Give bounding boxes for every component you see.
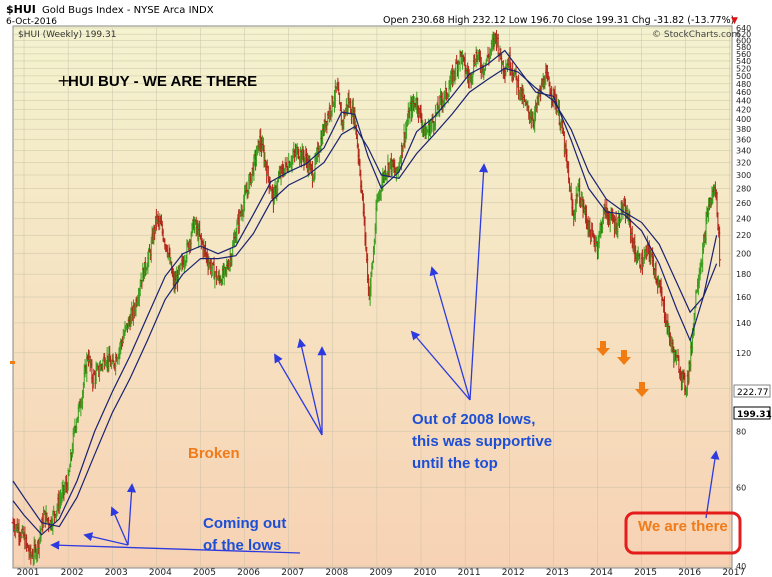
y-tick-label: 440 <box>736 97 751 106</box>
y-tick-label: 420 <box>736 106 751 115</box>
x-tick-label: 2010 <box>414 568 437 577</box>
arrow <box>274 353 323 436</box>
x-tick-label: 2008 <box>325 568 348 577</box>
price-tag-upper: 222.77 <box>733 384 771 398</box>
broken-label: Broken <box>188 445 240 462</box>
y-tick-label: 460 <box>736 88 751 97</box>
x-tick-label: 2009 <box>369 568 392 577</box>
y-tick-label: 320 <box>736 159 751 168</box>
annotation-arrows <box>50 163 720 554</box>
svg-text:199.31: 199.31 <box>737 410 772 420</box>
x-tick-label: 2015 <box>634 568 657 577</box>
price-bar <box>718 226 722 267</box>
coming-out-label-line1: Coming out <box>203 515 286 532</box>
down-arrow-icon <box>617 350 631 365</box>
arrow <box>50 540 301 554</box>
y-tick-label: 60 <box>736 483 746 492</box>
coming-out-label-line2: of the lows <box>203 537 281 554</box>
y-axis: 4060801001201401601802002202402602803003… <box>736 24 751 571</box>
y-tick-label: 260 <box>736 199 751 208</box>
x-tick-label: 2017 <box>722 568 745 577</box>
left-edge-tick <box>10 361 15 364</box>
arrow <box>110 506 129 546</box>
y-tick-label: 120 <box>736 349 751 358</box>
x-tick-label: 2001 <box>17 568 40 577</box>
y-tick-label: 480 <box>736 80 751 89</box>
y-tick-label: 140 <box>736 319 751 328</box>
y-tick-label: 80 <box>736 428 746 437</box>
x-tick-label: 2002 <box>61 568 84 577</box>
y-tick-label: 200 <box>736 250 751 259</box>
price-tag-last: 199.31 <box>733 406 772 420</box>
y-tick-label: 380 <box>736 125 751 134</box>
y-tick-label: 280 <box>736 184 751 193</box>
stockcharts-logo: © StockCharts.com <box>652 30 740 40</box>
down-arrow-icon <box>596 341 610 356</box>
y-tick-label: 580 <box>736 43 751 52</box>
crosshair-icon: + <box>57 71 70 90</box>
arrow <box>126 483 137 546</box>
arrow <box>469 163 489 401</box>
x-tick-label: 2005 <box>193 568 216 577</box>
arrow <box>410 330 471 401</box>
arrow <box>83 532 129 546</box>
x-tick-label: 2004 <box>149 568 172 577</box>
support-label-line2: this was supportive <box>412 433 552 450</box>
y-tick-label: 240 <box>736 214 751 223</box>
y-tick-label: 180 <box>736 270 751 279</box>
y-tick-label: 160 <box>736 293 751 302</box>
fast-moving-average-line <box>12 49 718 536</box>
header-ohlc: Open 230.68 High 232.12 Low 196.70 Close… <box>383 15 734 26</box>
y-tick-label: 640 <box>736 24 751 33</box>
x-tick-label: 2011 <box>458 568 481 577</box>
y-tick-label: 360 <box>736 136 751 145</box>
y-tick-label: 560 <box>736 50 751 59</box>
orange-markers <box>596 341 649 397</box>
x-tick-label: 2007 <box>281 568 304 577</box>
down-arrow-icon <box>635 382 649 397</box>
y-tick-label: 300 <box>736 171 751 180</box>
we-are-there-box <box>624 511 742 555</box>
y-tick-label: 340 <box>736 147 751 156</box>
header-symbol: $HUI <box>6 3 36 16</box>
x-tick-label: 2016 <box>678 568 701 577</box>
y-tick-label: 520 <box>736 64 751 73</box>
svg-text:222.77: 222.77 <box>737 388 769 398</box>
x-tick-label: 2006 <box>237 568 260 577</box>
y-tick-label: 500 <box>736 72 751 81</box>
arrow <box>705 450 720 519</box>
we-are-there-label: We are there <box>638 518 728 535</box>
x-axis: 2001 2002 2003 2004 2005 2006 2007 2008 2009 2010… <box>17 568 746 577</box>
x-tick-label: 2003 <box>105 568 128 577</box>
header-date: 6-Oct-2016 <box>6 17 57 27</box>
x-tick-label: 2013 <box>546 568 569 577</box>
y-tick-label: 220 <box>736 231 751 240</box>
y-tick-label: 400 <box>736 115 751 124</box>
arrow <box>429 266 471 401</box>
y-tick-label: 600 <box>736 37 751 46</box>
y-tick-label: 540 <box>736 57 751 66</box>
arrow <box>297 338 323 436</box>
y-tick-label: 40 <box>736 562 746 571</box>
x-tick-label: 2014 <box>590 568 613 577</box>
x-tick-label: 2012 <box>502 568 525 577</box>
support-label-line1: Out of 2008 lows, <box>412 411 535 428</box>
header-name: Gold Bugs Index - NYSE Arca INDX <box>42 5 214 16</box>
y-tick-label: 620 <box>736 30 751 39</box>
buy-title: HUI BUY - WE ARE THERE <box>68 73 257 90</box>
series-legend: $HUI (Weekly) 199.31 <box>18 30 116 40</box>
slow-moving-average-line <box>12 67 718 528</box>
chg-marker-icon: ▼ <box>731 16 738 26</box>
support-label-line3: until the top <box>412 455 498 472</box>
